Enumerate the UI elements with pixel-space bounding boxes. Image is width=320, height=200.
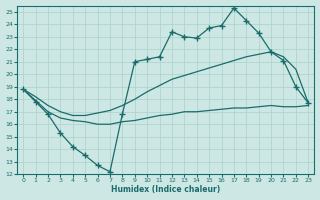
X-axis label: Humidex (Indice chaleur): Humidex (Indice chaleur): [111, 185, 220, 194]
